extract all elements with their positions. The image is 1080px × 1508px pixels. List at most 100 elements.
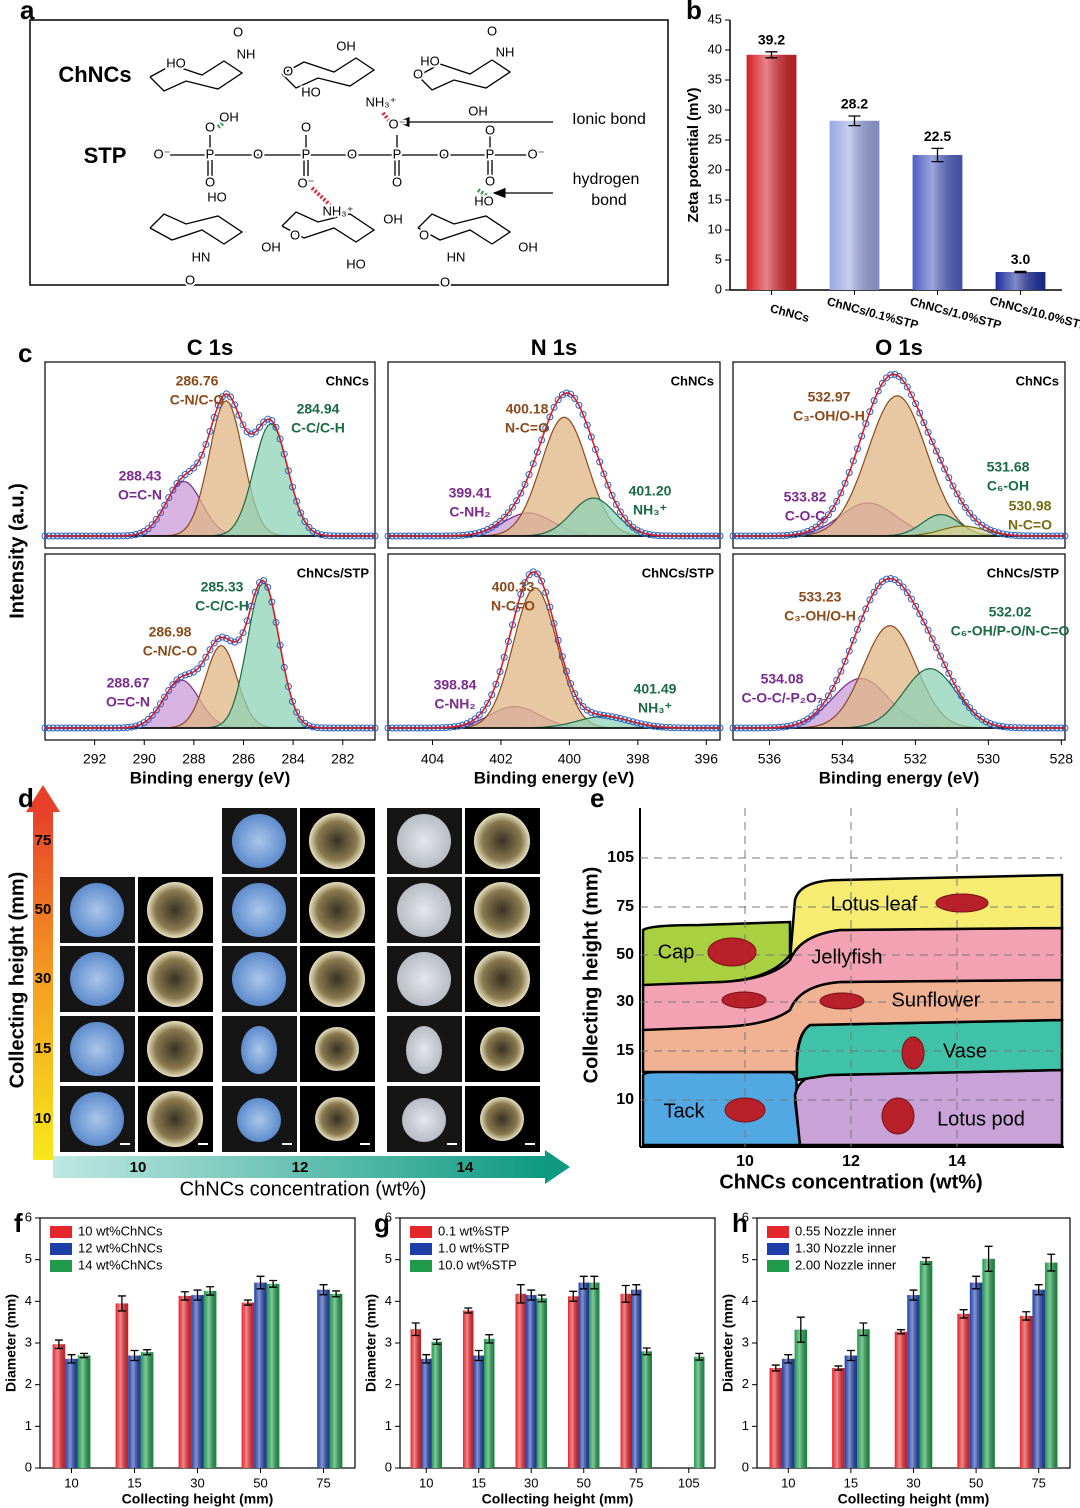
raw-point — [521, 480, 529, 488]
peak-value: 533.23 — [799, 589, 842, 605]
scheme-label: ChNCs — [58, 62, 131, 87]
raw-point — [247, 430, 255, 438]
raw-point — [833, 676, 841, 684]
raw-point — [571, 690, 579, 698]
raw-point — [837, 489, 845, 497]
y-axis-label: Collecting height (mm) — [6, 872, 28, 1089]
scheme-label: Ionic bond — [572, 111, 646, 128]
peak-assignment: NH₃⁺ — [633, 502, 667, 518]
polarized-droplet — [147, 951, 203, 1007]
y-tick-label: 10 — [708, 221, 722, 236]
y-tick-label: 35 — [708, 71, 722, 86]
atom-label: HO — [301, 84, 321, 99]
bar-shade — [631, 1289, 642, 1468]
panel-letter: b — [686, 0, 702, 25]
x-axis-label: Binding energy (eV) — [474, 768, 635, 787]
bar-shade — [266, 1283, 280, 1468]
atom-label: HO — [420, 53, 440, 68]
error-bar — [859, 1322, 868, 1337]
region-label: Lotus pod — [937, 1108, 1025, 1130]
raw-point — [941, 661, 949, 669]
raw-point — [567, 390, 575, 398]
raw-point — [870, 397, 878, 405]
bar-shade — [115, 1303, 129, 1468]
raw-point — [982, 524, 990, 532]
raw-point — [616, 508, 624, 516]
bar-shade — [526, 1295, 537, 1468]
raw-point — [612, 500, 620, 508]
raw-point — [587, 433, 595, 441]
bar-shade — [894, 1331, 908, 1468]
y-tick-label: 45 — [708, 11, 722, 26]
sample-label: ChNCs/STP — [642, 565, 715, 580]
y-tick-label: 10 — [616, 1091, 634, 1108]
bar-shade — [1019, 1315, 1033, 1468]
legend-label: 1.0 wt%STP — [438, 1240, 510, 1255]
atom-label: O — [301, 119, 311, 134]
raw-point — [185, 467, 193, 475]
fit-envelope — [45, 579, 375, 729]
raw-point — [533, 570, 541, 578]
error-bar — [848, 115, 861, 127]
bar-shade — [782, 1358, 795, 1468]
raw-point — [538, 436, 546, 444]
x-tick-label: 534 — [831, 751, 855, 767]
error-bar — [1014, 270, 1027, 274]
bar-shade — [140, 1352, 154, 1468]
x-tick-label: ChNCs/0.1%STP — [825, 294, 919, 332]
raw-point — [542, 424, 550, 432]
raw-point — [841, 479, 849, 487]
raw-point — [305, 722, 313, 730]
y-axis-label: Collecting height (mm) — [580, 867, 602, 1084]
shape-icon — [901, 1036, 925, 1070]
peak-value: 533.82 — [784, 489, 827, 505]
raw-point — [496, 517, 504, 525]
polarized-droplet — [480, 1027, 524, 1071]
raw-point — [982, 718, 990, 726]
raw-point — [924, 428, 932, 436]
raw-point — [587, 708, 595, 716]
panel-letter: h — [732, 1208, 748, 1238]
y-tick-label: 30 — [616, 993, 634, 1010]
bar-shade — [515, 1293, 526, 1468]
atom-label: O — [253, 146, 263, 161]
plot-frame — [399, 1217, 716, 1469]
x-tick-label: 292 — [83, 751, 107, 767]
atom-label: O — [205, 119, 215, 134]
atom-label: NH — [237, 46, 256, 61]
bar-shade — [794, 1329, 808, 1468]
atom-label: O — [413, 66, 423, 81]
raw-point — [206, 646, 214, 654]
sample-label: ChNCs/STP — [297, 565, 370, 580]
raw-point — [251, 588, 259, 596]
droplet — [232, 952, 286, 1006]
bar-shade — [473, 1355, 484, 1468]
x-axis-label: Binding energy (eV) — [819, 768, 980, 787]
atom-label: O — [185, 272, 195, 287]
atom-label: OH — [336, 38, 356, 53]
peak-value: 398.84 — [434, 677, 477, 693]
peak-value: 288.67 — [107, 675, 150, 691]
raw-point — [820, 698, 828, 706]
x-tick-label: 75 — [629, 1475, 643, 1490]
raw-point — [899, 583, 907, 591]
peak-assignment: C-NH₂ — [434, 696, 475, 712]
raw-point — [239, 421, 247, 429]
raw-point — [521, 579, 529, 587]
raw-point — [500, 513, 508, 521]
raw-point — [583, 706, 591, 714]
error-bar — [834, 1365, 843, 1371]
y-tick-label: 15 — [616, 1042, 634, 1059]
x-tick-label: 105 — [678, 1475, 700, 1490]
raw-point — [899, 377, 907, 385]
error-bar — [411, 1322, 420, 1337]
raw-point — [463, 720, 471, 728]
raw-point — [165, 494, 173, 502]
bar-shade — [578, 1282, 589, 1468]
noncovalent-bond — [310, 186, 332, 207]
raw-point — [953, 685, 961, 693]
bar-shade — [410, 1329, 421, 1468]
raw-point — [858, 615, 866, 623]
raw-point — [608, 491, 616, 499]
